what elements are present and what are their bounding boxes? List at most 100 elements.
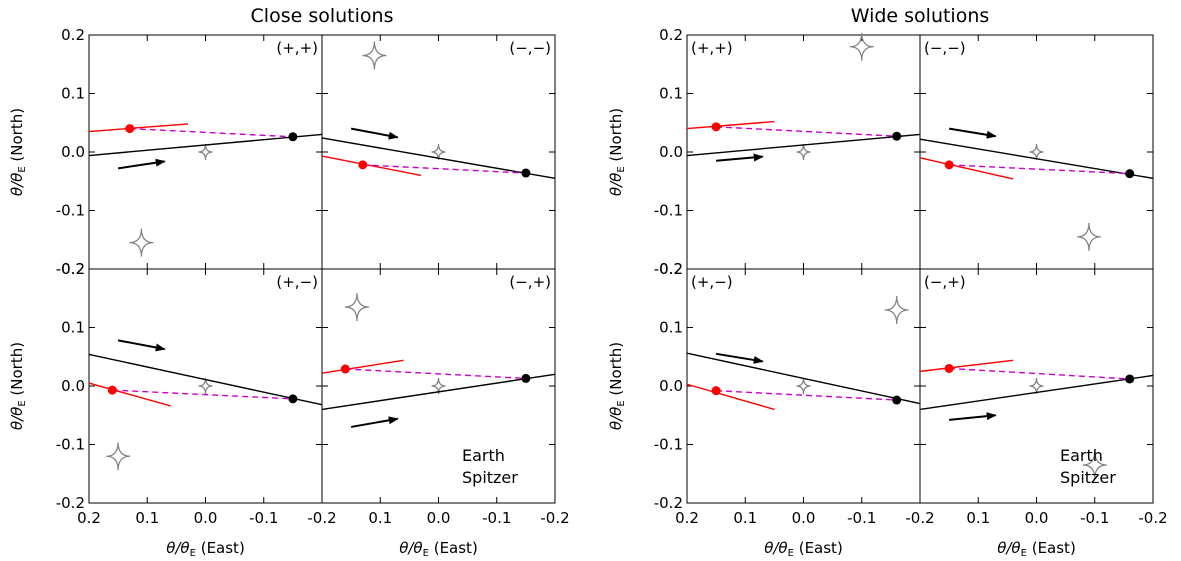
panel-7: 0.2 0.2 0.1 0.1 0.0 0.0 -0.1 -0.1 -0.2 -0.2 (+,−) [654, 260, 935, 527]
caustic-outer [362, 41, 387, 70]
y-tick-label: 0.1 [61, 85, 85, 103]
caustic-center [431, 377, 446, 395]
legend-spitzer: Spitzer [1060, 468, 1116, 487]
panel-label: (−,−) [509, 39, 551, 57]
panel-8: 0.1 0.0 -0.1 -0.2 (−,+) Earth Spitzer [919, 268, 1168, 527]
caustic-center [796, 377, 811, 395]
panel-frame [88, 268, 323, 504]
earth-trajectory [686, 133, 921, 157]
caustic-outer [849, 32, 874, 61]
wide-solutions-title: Wide solutions [851, 5, 990, 27]
spitzer-point [340, 364, 350, 374]
caustic-outer [1076, 222, 1101, 251]
panel-label: (+,−) [276, 273, 318, 291]
spitzer-trajectory [919, 359, 1014, 373]
spitzer-trajectory [321, 359, 404, 374]
panel-1: 0.2 0.1 0.0 -0.1 -0.2 (+,+) [56, 26, 323, 278]
y-tick-label: -0.2 [654, 494, 683, 512]
x-tick-label: -0.2 [307, 509, 336, 527]
spitzer-point [125, 124, 135, 134]
spitzer-trajectory [88, 382, 171, 407]
y-tick-label: 0.0 [659, 143, 683, 161]
legend-earth: Earth [1060, 446, 1103, 465]
close-solutions-title: Close solutions [251, 5, 394, 27]
parallax-connector [112, 389, 293, 400]
earth-trajectory [686, 352, 921, 405]
y-tick-label: 0.0 [659, 377, 683, 395]
panel-label: (+,+) [276, 39, 318, 57]
parallax-connector [716, 126, 897, 137]
caustic-outer [129, 228, 154, 257]
y-tick-label: -0.2 [56, 260, 85, 278]
x-tick-label: 0.0 [1025, 509, 1049, 527]
y-tick-label: -0.2 [56, 494, 85, 512]
caustic-outer [884, 295, 909, 324]
panel-frame [686, 268, 921, 504]
earth-trajectory [919, 374, 1154, 411]
y-tick-label: 0.2 [61, 26, 85, 44]
y-axis-label: θ/θE (North) [8, 108, 28, 196]
panel-label: (−,−) [924, 39, 966, 57]
x-tick-label: -0.2 [905, 509, 934, 527]
caustic-outer [1082, 450, 1107, 479]
motion-arrow [350, 416, 399, 428]
spitzer-point [358, 160, 368, 170]
motion-arrow [117, 158, 166, 170]
y-tick-label: -0.1 [654, 436, 683, 454]
x-tick-label: 0.0 [194, 509, 218, 527]
parallax-connector [949, 164, 1130, 175]
x-tick-label: 0.0 [792, 509, 816, 527]
y-tick-label: 0.2 [659, 260, 683, 278]
earth-trajectory [88, 133, 323, 157]
spitzer-trajectory [919, 157, 1014, 180]
earth-point [521, 373, 531, 383]
y-axis-label: θ/θE (North) [607, 108, 627, 196]
y-tick-label: 0.1 [659, 85, 683, 103]
x-tick-label: -0.2 [540, 509, 569, 527]
y-axis-label: θ/θE (North) [607, 342, 627, 430]
panel-frame [919, 268, 1154, 504]
earth-point [1125, 374, 1135, 384]
x-tick-label: -0.1 [482, 509, 511, 527]
caustic-center [1029, 143, 1044, 161]
motion-arrow [948, 127, 997, 139]
earth-point [1125, 169, 1135, 179]
y-axis-label: θ/θE (North) [8, 342, 28, 430]
spitzer-point [944, 363, 954, 373]
panel-frame [321, 34, 556, 270]
panel-label: (−,+) [509, 273, 551, 291]
spitzer-point [711, 386, 721, 396]
earth-point [521, 168, 531, 178]
y-tick-label: 0.0 [61, 377, 85, 395]
x-axis-label: θ/θE (East) [997, 539, 1076, 559]
x-axis-label: θ/θE (East) [764, 539, 843, 559]
motion-arrow [715, 352, 764, 364]
parallax-connector [345, 368, 526, 380]
x-axis-label: θ/θE (East) [166, 539, 245, 559]
caustic-center [431, 143, 446, 161]
earth-point [892, 131, 902, 141]
earth-point [288, 132, 298, 142]
earth-trajectory [919, 138, 1154, 180]
y-tick-label: 0.1 [61, 319, 85, 337]
spitzer-trajectory [686, 383, 775, 411]
spitzer-trajectory [321, 155, 422, 177]
parallax-connector [716, 389, 897, 401]
parallax-connector [129, 127, 293, 138]
panel-label: (−,+) [924, 273, 966, 291]
x-tick-label: 0.1 [733, 509, 757, 527]
x-tick-label: 0.2 [77, 509, 101, 527]
panel-2: (−,−) [321, 34, 556, 270]
panel-6: (−,−) [919, 34, 1154, 270]
panel-5: 0.2 0.1 0.0 -0.1 -0.2 (+,+) [654, 26, 921, 278]
x-tick-label: -0.1 [1080, 509, 1109, 527]
motion-arrow [716, 153, 764, 162]
y-tick-label: 0.1 [659, 319, 683, 337]
x-tick-label: -0.2 [1138, 509, 1167, 527]
spitzer-trajectory [88, 123, 189, 133]
earth-trajectory [321, 373, 556, 411]
panel-3: 0.2 0.2 0.1 0.1 0.0 0.0 -0.1 -0.1 -0.2 -0.2 (+,−) [56, 260, 337, 527]
motion-arrow [949, 412, 997, 421]
caustic-center [1029, 377, 1044, 395]
